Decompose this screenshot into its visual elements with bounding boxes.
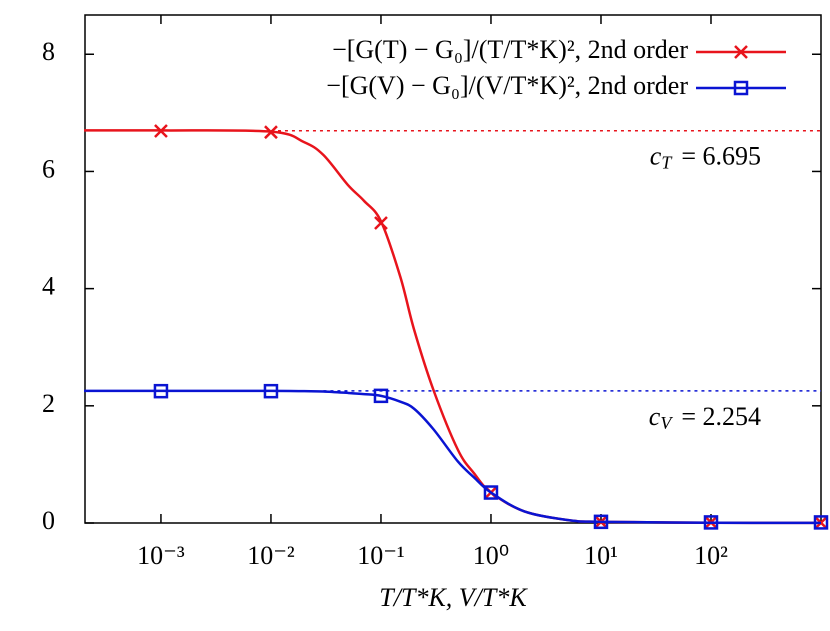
x-tick-label: 10⁻¹ — [357, 541, 405, 570]
annotation-symbol: c — [650, 142, 662, 171]
marker-cross — [154, 124, 168, 138]
x-tick-label: 10¹ — [584, 541, 618, 570]
marker-square — [483, 485, 499, 500]
y-tick-label: 0 — [42, 506, 55, 535]
marker-square — [813, 515, 829, 530]
x-axis-label: T/T*K, V/T*K — [379, 583, 528, 612]
y-tick-label: 2 — [42, 389, 55, 418]
y-tick-label: 6 — [42, 154, 55, 183]
reference-annotation: cT = 6.695 — [650, 142, 761, 173]
x-tick-label: 10⁻³ — [137, 541, 185, 570]
annotation-symbol: c — [649, 402, 661, 431]
annotation-subscript: T — [661, 153, 673, 173]
reference-annotation: cV = 2.254 — [649, 402, 761, 433]
annotation-value: = 2.254 — [681, 402, 761, 431]
curve — [84, 129, 822, 525]
marker-cross — [734, 45, 748, 59]
x-tick-label: 10⁻² — [247, 541, 295, 570]
marker-square — [733, 80, 749, 96]
annotation-value: = 6.695 — [681, 142, 761, 171]
marker-square — [703, 515, 719, 530]
legend-label: −[G(T) − G₀]/(T/T*K)², 2nd order — [332, 35, 688, 64]
annotation-subscript: V — [660, 413, 673, 433]
y-tick-label: 8 — [42, 37, 55, 66]
marker-cross — [264, 125, 278, 140]
x-tick-label: 10² — [694, 541, 728, 570]
marker-cross — [374, 216, 388, 230]
marker-stroke — [154, 124, 168, 138]
marker-square — [373, 388, 389, 404]
marker-square — [593, 514, 609, 530]
marker-square — [153, 383, 169, 399]
legend-label: −[G(V) − G₀]/(V/T*K)², 2nd order — [326, 71, 688, 100]
curve — [84, 389, 822, 525]
marker-stroke — [264, 125, 278, 140]
plot-frame — [84, 14, 822, 524]
marker-stroke — [734, 45, 748, 59]
y-tick-label: 4 — [42, 272, 55, 301]
marker-stroke — [374, 216, 388, 230]
marker-square — [263, 383, 279, 399]
x-tick-label: 10⁰ — [473, 541, 509, 570]
